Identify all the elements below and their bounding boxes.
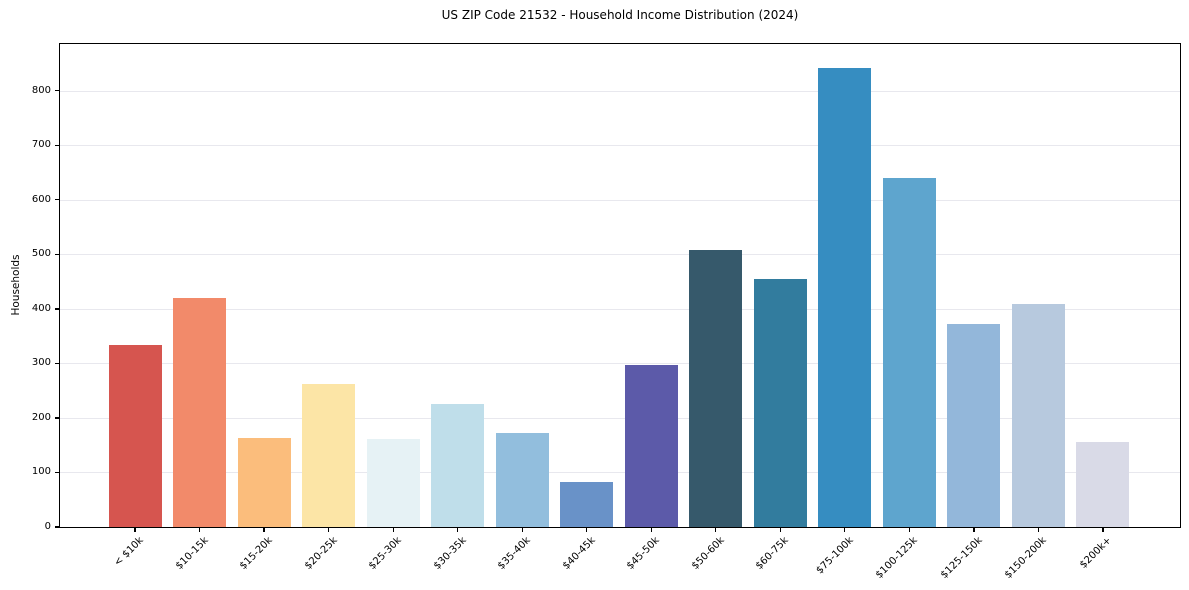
- bar: [108, 344, 162, 527]
- x-tick-mark: [650, 528, 652, 532]
- x-tick-mark: [521, 528, 523, 532]
- gridline: [60, 363, 1180, 365]
- y-tick-label: 500: [31, 248, 51, 260]
- x-tick-mark: [1037, 528, 1040, 532]
- y-tick-mark: [55, 308, 59, 310]
- x-tick-mark: [973, 528, 975, 532]
- x-tick-mark: [1102, 528, 1104, 532]
- bar: [431, 403, 485, 527]
- y-tick-mark: [55, 362, 59, 365]
- bar: [882, 178, 936, 527]
- x-tick-label: $30-35k: [431, 535, 469, 572]
- y-tick-mark: [55, 90, 59, 92]
- x-tick-label: $150-200k: [1003, 535, 1050, 581]
- y-tick-mark: [55, 199, 59, 201]
- x-tick-mark: [392, 528, 394, 532]
- bar: [237, 438, 291, 527]
- x-tick-label: $60-75k: [754, 535, 792, 572]
- x-tick-mark: [715, 528, 717, 532]
- x-tick-mark: [327, 528, 330, 532]
- bar: [560, 481, 614, 527]
- gridline: [60, 145, 1180, 147]
- y-tick-label: 300: [31, 357, 51, 369]
- bar: [947, 324, 1001, 527]
- x-tick-mark: [586, 528, 588, 532]
- gridline: [60, 308, 1180, 310]
- y-tick-mark: [55, 417, 59, 419]
- x-tick-label: $45-50k: [625, 535, 663, 572]
- x-tick-label: $75-100k: [814, 535, 856, 577]
- y-tick-label: 0: [44, 521, 51, 532]
- y-tick-mark: [55, 526, 59, 528]
- x-tick-label: $15-20k: [237, 535, 275, 572]
- y-tick-label: 600: [31, 193, 51, 205]
- gridline: [60, 199, 1180, 201]
- bar: [753, 278, 807, 527]
- x-tick-label: $200k+: [1077, 535, 1114, 571]
- x-tick-label: $40-45k: [560, 535, 598, 572]
- y-tick-label: 200: [31, 411, 51, 423]
- x-tick-label: $20-25k: [302, 535, 340, 572]
- bar: [818, 68, 872, 527]
- gridline: [60, 90, 1180, 92]
- x-tick-label: $35-40k: [496, 535, 533, 572]
- x-tick-label: $50-60k: [689, 535, 727, 572]
- x-tick-mark: [844, 528, 846, 532]
- y-tick-mark: [55, 144, 59, 146]
- y-tick-mark: [55, 471, 59, 474]
- bar: [689, 250, 743, 527]
- x-tick-mark: [134, 528, 136, 532]
- bar: [495, 432, 549, 527]
- plot-area: [59, 43, 1181, 528]
- bar: [366, 439, 420, 527]
- bar: [624, 365, 678, 527]
- x-tick-label: $100-125k: [874, 535, 921, 581]
- bar: [1076, 441, 1130, 527]
- bar: [173, 298, 227, 527]
- x-tick-label: $25-30k: [366, 535, 404, 572]
- y-tick-label: 100: [31, 466, 51, 478]
- x-tick-mark: [779, 528, 781, 532]
- y-tick-mark: [55, 253, 59, 255]
- y-tick-label: 700: [31, 139, 51, 151]
- x-tick-mark: [457, 528, 459, 532]
- gridline: [60, 254, 1180, 256]
- x-tick-mark: [908, 528, 910, 532]
- x-tick-label: < $10k: [112, 535, 146, 569]
- bar: [302, 384, 356, 527]
- y-tick-label: 800: [31, 84, 51, 96]
- y-axis-title: Households: [10, 254, 22, 316]
- x-tick-mark: [198, 528, 201, 532]
- x-tick-label: $125-150k: [938, 535, 985, 581]
- gridline: [60, 472, 1180, 474]
- x-tick-label: $10-15k: [173, 535, 211, 572]
- y-tick-label: 400: [31, 302, 51, 314]
- bar: [1011, 304, 1065, 527]
- x-tick-mark: [263, 528, 265, 532]
- chart-title: US ZIP Code 21532 - Household Income Dis…: [441, 8, 799, 22]
- gridline: [60, 417, 1180, 419]
